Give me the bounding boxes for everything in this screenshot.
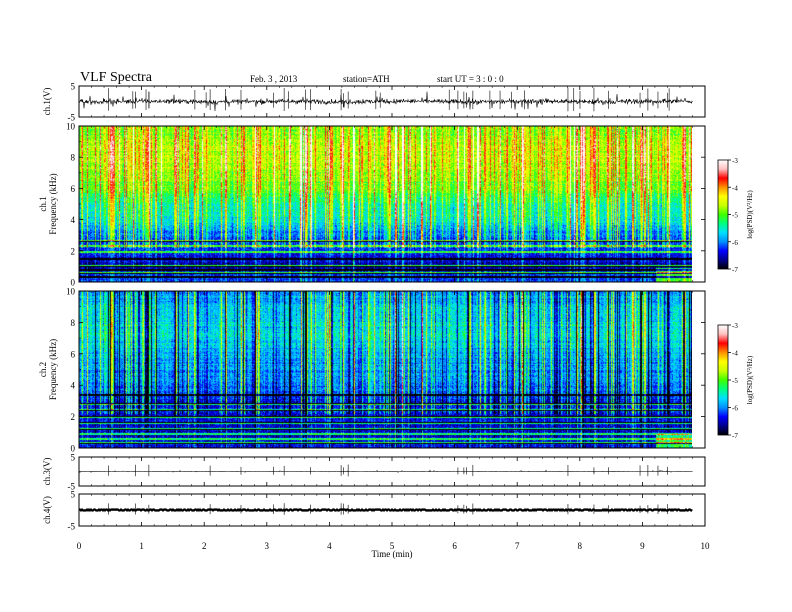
- colorbar-tick-label: -4: [732, 184, 738, 192]
- y-tick-label: 5: [71, 453, 76, 463]
- spectrogram-image-ch1: [79, 126, 692, 282]
- spectrogram-image-ch2: [79, 291, 692, 448]
- station-label: station=ATH: [343, 74, 390, 84]
- y-tick-label: -5: [68, 522, 76, 532]
- x-axis-label: Time (min): [372, 549, 413, 559]
- ch2-spectrogram-ylabel: ch.2: [38, 362, 48, 377]
- colorbar-tick-label: -5: [732, 377, 738, 385]
- y-tick-label: -5: [68, 113, 76, 123]
- x-tick-label: 8: [578, 541, 583, 551]
- x-tick-label: 4: [327, 541, 332, 551]
- date-label: Feb. 3 , 2013: [250, 74, 298, 84]
- x-tick-label: 7: [515, 541, 520, 551]
- y-tick-label: 4: [71, 215, 76, 225]
- y-tick-label: 4: [71, 381, 76, 391]
- x-tick-label: 10: [701, 541, 711, 551]
- colorbar-tick-label: -6: [732, 405, 738, 413]
- x-tick-label: 2: [202, 541, 207, 551]
- x-tick-label: 3: [265, 541, 270, 551]
- start-time-label: start UT = 3 : 0 : 0: [437, 74, 504, 84]
- ch3-waveform-trace: [78, 469, 693, 474]
- y-tick-label: 10: [66, 287, 76, 297]
- x-tick-label: 9: [640, 541, 645, 551]
- y-tick-label: 2: [71, 412, 76, 422]
- ch3-waveform-ylabel: ch.3(V): [42, 458, 52, 486]
- colorbar: [717, 324, 729, 436]
- ch4-waveform-ylabel: ch.4(V): [42, 496, 52, 524]
- ch1-waveform-trace: [78, 91, 693, 112]
- figure-title: VLF Spectra: [80, 70, 152, 85]
- colorbar-tick-label: -5: [732, 212, 738, 220]
- y-tick-label: 5: [71, 82, 76, 92]
- x-tick-label: 6: [452, 541, 457, 551]
- y-tick-label: 6: [71, 184, 76, 194]
- colorbar-tick-label: -6: [732, 239, 738, 247]
- ch1-spectrogram-ylabel: Frequency (kHz): [48, 173, 58, 234]
- colorbar-tick-label: -3: [732, 157, 738, 165]
- y-tick-label: 5: [71, 490, 76, 500]
- ch1-waveform-ylabel: ch.1(V): [42, 88, 52, 116]
- colorbar-tick-label: -3: [732, 322, 738, 330]
- y-tick-label: 10: [66, 122, 76, 132]
- colorbar-tick-label: -7: [732, 266, 738, 274]
- ch1-spectrogram-ylabel: ch.1: [38, 196, 48, 211]
- colorbar-tick-label: -7: [732, 432, 738, 440]
- y-tick-label: -5: [68, 482, 76, 492]
- y-tick-label: 6: [71, 349, 76, 359]
- x-tick-label: 5: [390, 541, 395, 551]
- colorbar: [717, 159, 729, 270]
- ch2-spectrogram-ylabel: Frequency (kHz): [48, 339, 58, 400]
- colorbar-label: log(PSD)(V²/Hz): [746, 355, 754, 404]
- y-tick-label: 2: [71, 246, 76, 256]
- y-tick-label: 0: [71, 278, 76, 288]
- ch4-waveform-band: [79, 509, 693, 511]
- y-tick-label: 0: [71, 444, 76, 454]
- colorbar-tick-label: -4: [732, 350, 738, 358]
- y-tick-label: 8: [71, 153, 76, 163]
- x-tick-label: 0: [77, 541, 82, 551]
- y-tick-label: 8: [71, 318, 76, 328]
- colorbar-label: log(PSD)(V²/Hz): [746, 190, 754, 239]
- x-tick-label: 1: [139, 541, 144, 551]
